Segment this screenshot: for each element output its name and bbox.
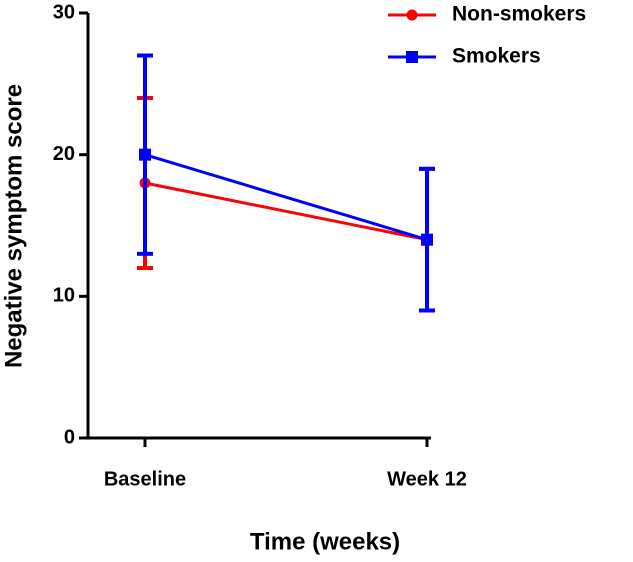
series-line (144, 153, 428, 242)
y-tick-label: 0 (64, 426, 75, 448)
x-axis-label: Time (weeks) (250, 528, 400, 555)
legend-label: Non-smokers (452, 3, 586, 26)
y-tick-label: 30 (53, 1, 75, 23)
y-tick-label: 10 (53, 285, 75, 307)
legend-marker (406, 51, 418, 63)
y-axis-label: Negative symptom score (0, 84, 27, 368)
x-tick-label: Baseline (104, 468, 186, 490)
data-point (139, 148, 151, 161)
legend-label: Smokers (452, 45, 541, 68)
legend-marker (406, 9, 418, 21)
data-point (421, 233, 433, 246)
series-line (144, 181, 428, 242)
y-tick-label: 20 (53, 143, 75, 165)
x-tick-label: Week 12 (387, 468, 467, 490)
